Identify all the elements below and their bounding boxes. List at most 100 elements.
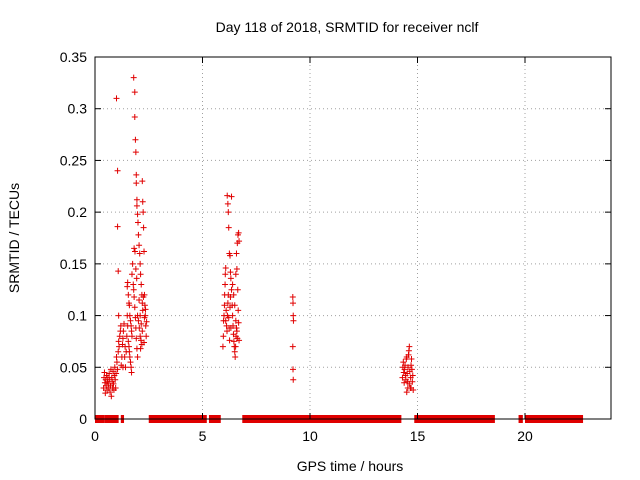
x-tick-label: 15 [410, 428, 426, 444]
data-point [142, 306, 149, 313]
data-point [113, 353, 120, 360]
data-point [133, 180, 140, 187]
data-point [233, 250, 240, 257]
data-point [137, 271, 144, 278]
data-point [290, 366, 297, 373]
data-point [225, 314, 232, 321]
x-axis: 0 5 10 15 20 [91, 57, 533, 444]
data-point [133, 196, 140, 203]
data-point [127, 317, 134, 324]
data-point [139, 328, 146, 335]
data-point [101, 369, 108, 376]
data-point [228, 193, 235, 200]
y-tick-label: 0.3 [68, 101, 88, 117]
data-point [403, 389, 410, 396]
data-point [400, 359, 407, 366]
data-point [133, 335, 140, 342]
data-point [107, 389, 114, 396]
data-point [232, 271, 239, 278]
y-tick-label: 0.1 [68, 308, 88, 324]
data-point [124, 322, 131, 329]
data-point [140, 209, 147, 216]
y-tick-label: 0.35 [60, 49, 87, 65]
data-point [232, 343, 239, 350]
data-point [131, 304, 138, 311]
data-point [225, 209, 232, 216]
data-point [227, 293, 234, 300]
data-point [229, 281, 236, 288]
data-point [116, 343, 123, 350]
data-point [128, 328, 135, 335]
data-point [233, 328, 240, 335]
data-point [138, 320, 145, 327]
data-point [229, 312, 236, 319]
data-point [235, 319, 242, 326]
data-point [228, 286, 235, 293]
data-point [232, 353, 239, 360]
data-point [141, 302, 148, 309]
x-tick-label: 0 [91, 428, 99, 444]
data-point [125, 291, 132, 298]
data-point [236, 337, 243, 344]
data-point [140, 224, 147, 231]
data-point [128, 369, 135, 376]
data-point [134, 211, 141, 218]
grid [95, 57, 611, 419]
data-point [236, 238, 243, 245]
data-point [137, 312, 144, 319]
data-point [234, 286, 241, 293]
data-point [125, 343, 132, 350]
data-point [115, 338, 122, 345]
y-tick-label: 0.25 [60, 152, 87, 168]
data-point [137, 333, 144, 340]
data-point [143, 333, 150, 340]
y-axis: 0 0.05 0.1 0.15 0.2 0.25 0.3 0.35 [60, 49, 611, 427]
data-point [101, 379, 108, 386]
y-tick-label: 0.05 [60, 359, 87, 375]
data-point [222, 281, 229, 288]
data-point [222, 271, 229, 278]
data-point [136, 297, 143, 304]
data-point [135, 231, 142, 238]
data-point [290, 300, 297, 307]
data-point [115, 348, 122, 355]
data-point [114, 366, 121, 373]
x-tick-label: 20 [517, 428, 533, 444]
data-point [402, 362, 409, 369]
data-point [140, 293, 147, 300]
data-point [406, 343, 413, 350]
data-point [113, 95, 120, 102]
data-point [117, 322, 124, 329]
data-point [124, 279, 131, 286]
data-point [131, 248, 138, 255]
data-point [230, 338, 237, 345]
data-point [408, 356, 415, 363]
data-point [401, 379, 408, 386]
data-point [135, 317, 142, 324]
data-point [227, 269, 234, 276]
data-point [110, 368, 117, 375]
data-point [408, 384, 415, 391]
data-point [112, 384, 119, 391]
data-point [116, 333, 123, 340]
data-point [220, 333, 227, 340]
data-point [131, 89, 138, 96]
x-tick-label: 10 [302, 428, 318, 444]
data-point [224, 328, 231, 335]
y-tick-label: 0 [79, 411, 87, 427]
data-point [235, 229, 242, 236]
data-point [409, 372, 416, 379]
data-point [230, 291, 237, 298]
data-point [141, 339, 148, 346]
data-point [222, 317, 229, 324]
data-point [141, 314, 148, 321]
data-point [135, 219, 141, 226]
data-point [121, 353, 128, 360]
data-point [233, 266, 240, 273]
data-point [224, 200, 231, 207]
data-point [120, 328, 127, 335]
data-point [126, 348, 133, 355]
data-point [227, 275, 234, 282]
data-point [289, 293, 296, 300]
